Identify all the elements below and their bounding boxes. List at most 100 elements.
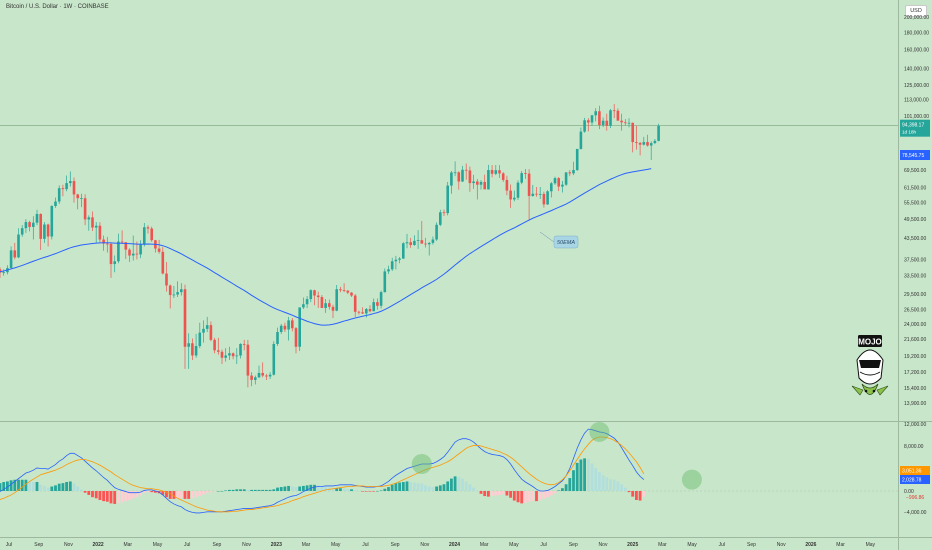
candle-body (642, 142, 646, 145)
macd-histogram-bar (627, 491, 631, 493)
macd-histogram-bar (390, 484, 394, 491)
price-axis-tick: 43,500.00 (904, 236, 926, 242)
macd-histogram-bar (105, 491, 109, 502)
macd-histogram-bar (538, 491, 542, 501)
time-axis-tick: May (866, 542, 876, 548)
time-axis-tick: 2022 (93, 542, 104, 548)
candle-body (624, 122, 627, 124)
candle-body (276, 331, 279, 344)
candle-body (535, 193, 538, 195)
price-axis-tick: 37,500.00 (904, 257, 926, 263)
macd-histogram-bar (461, 478, 464, 491)
candle-body (302, 304, 305, 308)
candle-body (24, 222, 28, 229)
macd-histogram-bar (83, 491, 87, 493)
time-axis-tick: Mar (836, 542, 845, 548)
candle-body (390, 261, 394, 270)
candle-body (331, 306, 335, 311)
price-axis-tick: 69,500.00 (904, 168, 926, 174)
macd-histogram-bar (176, 491, 179, 499)
candle-body (117, 241, 120, 262)
candle-body (379, 292, 383, 306)
candle-body (483, 181, 486, 190)
macd-histogram-bar (638, 491, 642, 501)
price-axis-tick: 19,200.00 (904, 354, 926, 360)
candle-body (361, 312, 364, 314)
macd-histogram-bar (435, 486, 438, 491)
candle-body (246, 344, 250, 376)
candle-body (69, 181, 72, 184)
candle-body (372, 302, 375, 312)
macd-histogram-bar (398, 482, 401, 491)
macd-histogram-bar (146, 491, 150, 493)
candle-body (46, 224, 50, 237)
time-axis-tick: 2024 (449, 542, 460, 548)
price-axis-tick: 61,500.00 (904, 186, 926, 192)
macd-histogram-bar (172, 491, 176, 499)
ema-annotation-pointer (539, 231, 555, 243)
candle-body (324, 303, 327, 308)
candle-body (479, 181, 483, 185)
candle-body (65, 183, 68, 190)
macd-histogram-bar (213, 491, 216, 492)
macd-histogram-bar (13, 479, 17, 491)
macd-histogram-bar (472, 487, 475, 491)
crossover-highlight (411, 454, 432, 474)
price-axis-tick: 160,000.00 (904, 47, 929, 53)
candle-body (494, 170, 498, 174)
macd-axis-tick: 12,000.00 (904, 422, 926, 428)
price-axis-tick: 21,600.00 (904, 337, 926, 343)
currency-button[interactable]: USD (905, 5, 927, 17)
candle-body (213, 339, 216, 351)
candle-body (657, 125, 660, 141)
candle-body (120, 241, 124, 243)
candle-body (257, 373, 261, 378)
macd-histogram-bar (561, 488, 564, 491)
macd-histogram-bar (250, 489, 253, 491)
price-axis-tick: 113,000.00 (904, 98, 929, 104)
candle-body (272, 343, 276, 375)
logo-text: MOJO (858, 338, 882, 347)
macd-histogram-bar (331, 488, 335, 491)
macd-histogram-bar (464, 481, 468, 491)
macd-histogram-bar (187, 491, 191, 499)
ema-value-label: 78,545.75 (902, 153, 924, 159)
macd-histogram-bar (54, 485, 57, 491)
candle-body (468, 170, 472, 184)
candle-body (572, 170, 575, 174)
candle-body (490, 170, 494, 174)
macd-histogram-bar (191, 491, 194, 499)
price-axis-tick: 17,200.00 (904, 370, 926, 376)
candle-body (113, 261, 116, 265)
candle-body (598, 111, 601, 126)
time-axis-tick: Nov (599, 542, 608, 548)
candle-body (224, 355, 227, 358)
candle-body (638, 142, 642, 145)
macd-histogram-bar (231, 489, 235, 491)
time-axis-tick: May (153, 542, 163, 548)
macd-histogram-bar (383, 488, 387, 491)
price-axis-tick: 55,500.00 (904, 201, 926, 207)
macd-histogram-bar (490, 491, 494, 497)
candle-body (109, 243, 113, 265)
time-axis-tick: Mar (123, 542, 132, 548)
macd-histogram-bar (339, 488, 342, 491)
candle-body (106, 243, 109, 245)
macd-histogram-bar (320, 486, 324, 491)
candle-body (9, 250, 13, 269)
candle-body (653, 140, 657, 144)
candle-body (579, 131, 583, 149)
macd-histogram-bar (142, 491, 146, 494)
candle-body (17, 234, 20, 258)
candle-body (398, 258, 401, 260)
candle-body (50, 206, 54, 237)
macd-histogram-bar (509, 491, 512, 498)
macd-histogram-bar (316, 485, 320, 491)
candle-body (191, 343, 194, 356)
candle-body (209, 325, 213, 340)
candle-body (0, 269, 2, 273)
macd-histogram-bar (165, 491, 168, 498)
candle-body (28, 222, 31, 227)
candle-body (627, 122, 631, 124)
